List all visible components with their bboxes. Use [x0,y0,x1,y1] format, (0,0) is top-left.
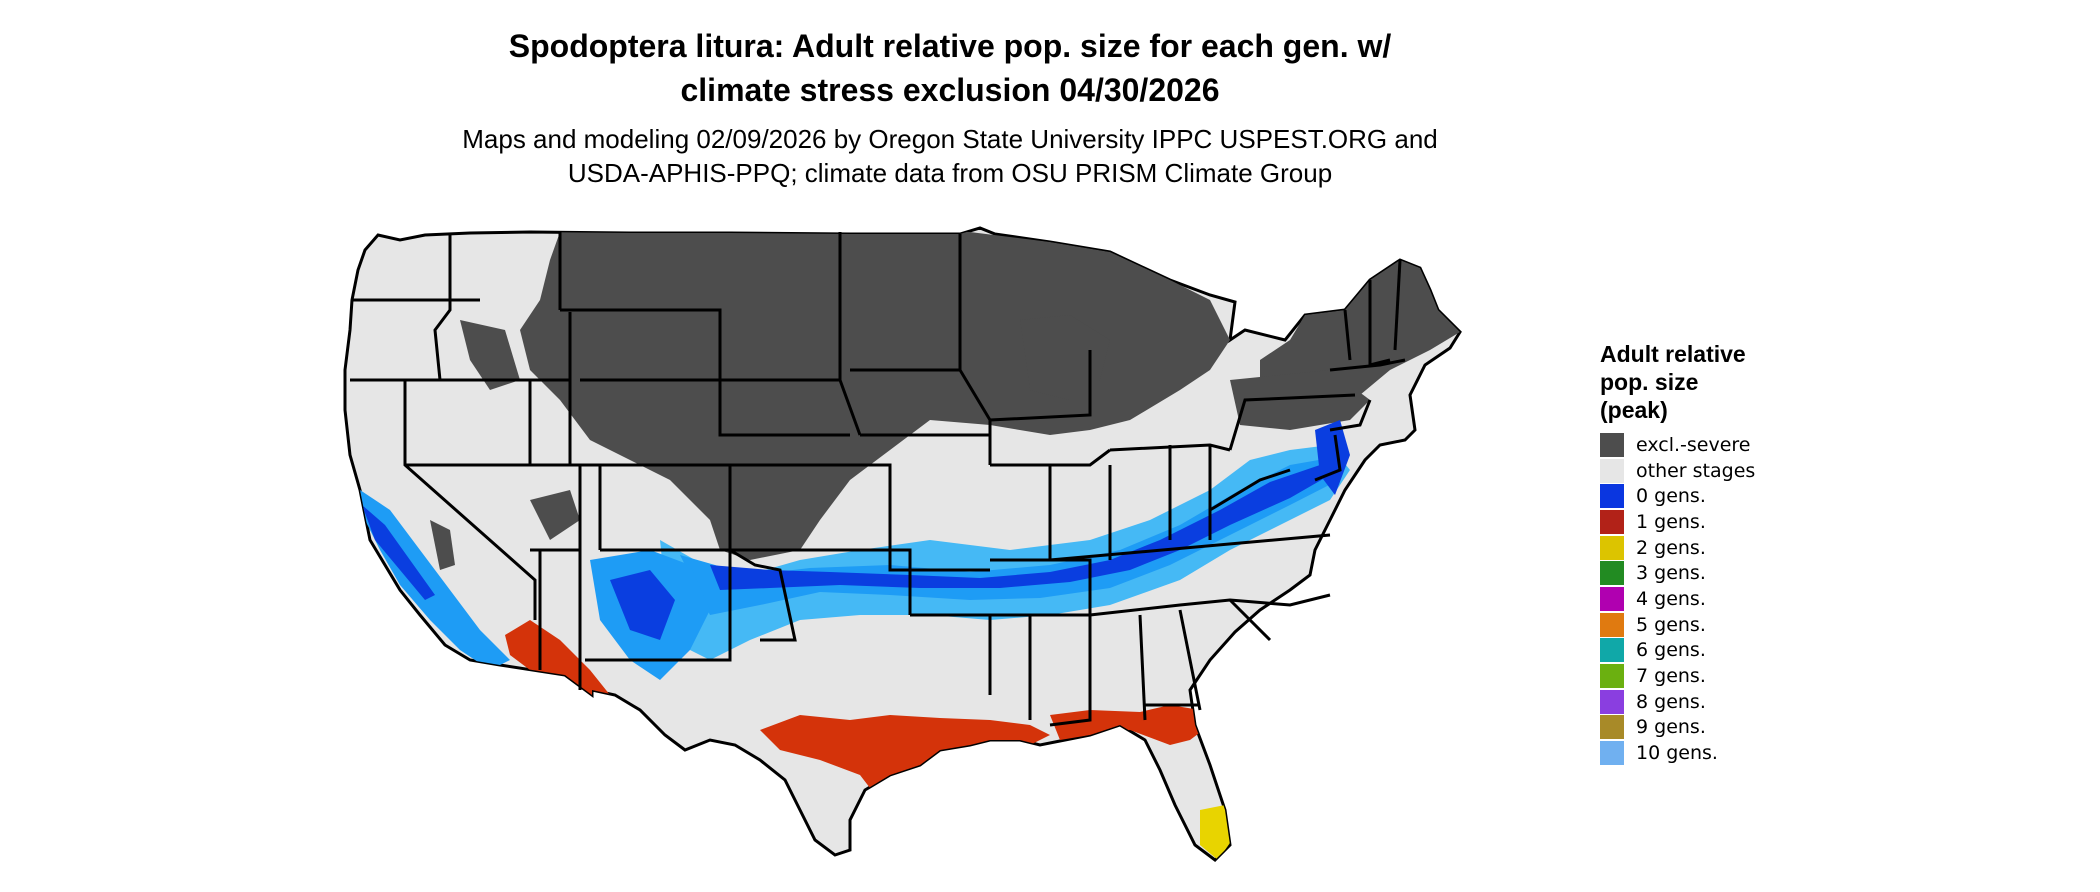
legend-label: 7 gens. [1636,665,1706,688]
legend-title: Adult relative pop. size (peak) [1600,340,1830,424]
one-gen-gulf-texas [760,715,1050,788]
map-title: Spodoptera litura: Adult relative pop. s… [380,24,1520,112]
legend-label: excl.-severe [1636,433,1751,456]
map-legend: Adult relative pop. size (peak) excl.-se… [1600,340,1830,766]
legend-label: 5 gens. [1636,613,1706,636]
legend-item: 10 gens. [1600,740,1830,766]
legend-swatch [1600,484,1624,509]
legend-swatch [1600,715,1624,740]
legend-label: 1 gens. [1636,510,1706,533]
legend-swatch [1600,458,1624,483]
west-coast-zero-gens [362,505,435,600]
excluded-pennsylvania [1230,370,1370,430]
pale-blue-band [660,445,1350,660]
legend-label: 2 gens. [1636,536,1706,559]
excluded-northeast [1260,260,1460,395]
legend-item: 3 gens. [1600,560,1830,586]
legend-title-line: pop. size [1600,369,1699,395]
legend-swatch [1600,432,1624,457]
us-map [343,226,1462,862]
legend-swatch [1600,638,1624,663]
state-borders [350,232,1406,727]
zero-gens-band [710,465,1330,590]
legend-item: 0 gens. [1600,483,1830,509]
excluded-west-mountains-3 [530,490,580,540]
legend-item: 8 gens. [1600,689,1830,715]
map-subtitle-line-2: USDA-APHIS-PPQ; climate data from OSU PR… [567,158,1333,188]
legend-label: 8 gens. [1636,690,1706,713]
legend-item: 5 gens. [1600,612,1830,638]
excluded-west-mountains-1 [460,320,520,390]
legend-items: excl.-severe other stages 0 gens. 1 gens. 2 … [1600,432,1830,766]
southwest-zero-gens [610,570,675,640]
legend-item: other stages [1600,458,1830,484]
one-gen-arizona [505,620,610,700]
legend-label: 3 gens. [1636,562,1706,585]
legend-label: 9 gens. [1636,716,1706,739]
legend-swatch [1600,664,1624,689]
legend-item: 9 gens. [1600,715,1830,741]
legend-label: 4 gens. [1636,587,1706,610]
legend-swatch [1600,586,1624,611]
excluded-great-lakes [1020,315,1110,400]
legend-label: 6 gens. [1636,639,1706,662]
legend-item: 2 gens. [1600,535,1830,561]
legend-label: 10 gens. [1636,742,1718,765]
legend-swatch [1600,689,1624,714]
legend-swatch [1600,612,1624,637]
legend-item: excl.-severe [1600,432,1830,458]
legend-swatch [1600,561,1624,586]
west-coast-blue [360,490,510,670]
map-title-line-2: climate stress exclusion 04/30/2026 [680,72,1220,108]
map-title-line-1: Spodoptera litura: Adult relative pop. s… [508,28,1392,64]
legend-swatch [1600,509,1624,534]
legend-title-line: (peak) [1600,397,1668,423]
legend-label: 0 gens. [1636,485,1706,508]
excluded-north-plains [520,232,1230,560]
legend-item: 7 gens. [1600,663,1830,689]
legend-item: 1 gens. [1600,509,1830,535]
legend-title-line: Adult relative [1600,341,1746,367]
excluded-west-mountains-2 [430,520,455,570]
map-subtitle: Maps and modeling 02/09/2026 by Oregon S… [380,122,1520,190]
legend-label: other stages [1636,459,1756,482]
legend-swatch [1600,535,1624,560]
legend-item: 4 gens. [1600,586,1830,612]
legend-swatch [1600,741,1624,766]
two-gens-florida [1200,805,1232,860]
legend-item: 6 gens. [1600,638,1830,664]
map-subtitle-line-1: Maps and modeling 02/09/2026 by Oregon S… [462,124,1438,154]
